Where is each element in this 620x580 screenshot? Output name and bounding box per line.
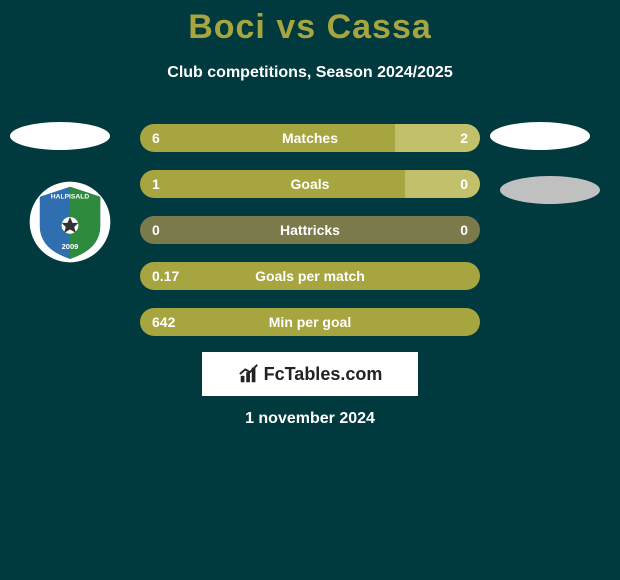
svg-text:2009: 2009 xyxy=(62,242,79,251)
page-title: Boci vs Cassa xyxy=(0,8,620,47)
ellipse-top-right xyxy=(490,122,590,150)
stat-left-value: 0 xyxy=(140,222,172,238)
stat-row: 642Min per goal xyxy=(140,308,480,336)
comparison-infographic: Boci vs Cassa Club competitions, Season … xyxy=(0,0,620,580)
stat-left-value: 6 xyxy=(140,130,172,146)
subtitle: Club competitions, Season 2024/2025 xyxy=(0,64,620,82)
stat-right-bar: 0 xyxy=(405,170,480,198)
stat-right-value: 0 xyxy=(448,222,480,238)
stat-row: 62Matches xyxy=(140,124,480,152)
ellipse-top-left xyxy=(10,122,110,150)
stat-left-bar: 0.17 xyxy=(140,262,480,290)
date-text: 1 november 2024 xyxy=(0,410,620,428)
stat-row: 0.17Goals per match xyxy=(140,262,480,290)
stat-left-bar: 642 xyxy=(140,308,480,336)
club-badge: HALPISALD 2009 xyxy=(28,180,112,264)
bar-chart-icon xyxy=(238,363,260,385)
stat-left-bar: 6 xyxy=(140,124,395,152)
stat-left-bar: 0 xyxy=(140,216,310,244)
stat-right-value: 2 xyxy=(448,130,480,146)
stat-left-value: 642 xyxy=(140,314,187,330)
stat-left-bar: 1 xyxy=(140,170,405,198)
stat-right-bar: 0 xyxy=(310,216,480,244)
shield-icon: HALPISALD 2009 xyxy=(28,180,112,264)
stat-left-value: 0.17 xyxy=(140,268,191,284)
stat-row: 00Hattricks xyxy=(140,216,480,244)
stat-left-value: 1 xyxy=(140,176,172,192)
ellipse-mid-right xyxy=(500,176,600,204)
svg-text:HALPISALD: HALPISALD xyxy=(51,193,90,200)
stat-row: 10Goals xyxy=(140,170,480,198)
stat-right-bar: 2 xyxy=(395,124,480,152)
brand-text: FcTables.com xyxy=(264,364,383,385)
brand-box: FcTables.com xyxy=(202,352,418,396)
stat-right-value: 0 xyxy=(448,176,480,192)
